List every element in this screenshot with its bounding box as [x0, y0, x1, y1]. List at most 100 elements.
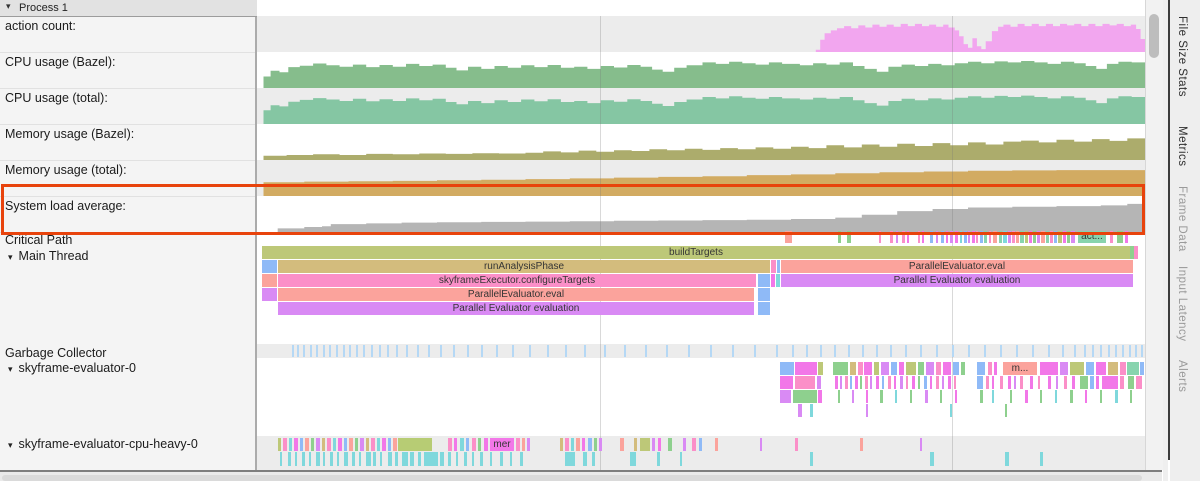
- tab-file-size-stats[interactable]: File Size Stats: [1176, 16, 1188, 97]
- evaluator0-slice[interactable]: [910, 390, 912, 403]
- main-thread-slice[interactable]: [758, 288, 770, 301]
- evaluator0-slice[interactable]: [894, 376, 896, 389]
- main-thread-slice[interactable]: [771, 260, 776, 273]
- cpu-heavy-gc-slice[interactable]: [352, 452, 355, 466]
- evaluator0-slice[interactable]: [1140, 362, 1144, 375]
- critical-path-slice[interactable]: [1058, 231, 1062, 243]
- critical-path-slice[interactable]: [847, 231, 851, 243]
- timeline-chart-area[interactable]: act... buildTargets runAnalysisPhase Parall…: [257, 0, 1145, 470]
- evaluator0-slice[interactable]: [940, 390, 942, 403]
- critical-path-slice[interactable]: [1067, 231, 1070, 243]
- critical-path-slice[interactable]: [1029, 231, 1032, 243]
- garbage-collector-slice[interactable]: [1100, 345, 1102, 357]
- cpu-heavy-slice[interactable]: [692, 438, 696, 451]
- cpu-heavy-slice[interactable]: [294, 438, 298, 451]
- garbage-collector-slice[interactable]: [297, 345, 299, 357]
- garbage-collector-slice[interactable]: [666, 345, 668, 357]
- evaluator0-slice[interactable]: [845, 376, 848, 389]
- cpu-heavy-slice[interactable]: [565, 438, 569, 451]
- evaluator0-slice[interactable]: [1108, 362, 1118, 375]
- main-thread-labeled-slice[interactable]: Parallel Evaluator evaluation: [278, 302, 754, 315]
- main-thread-labeled-slice[interactable]: ParallelEvaluator.eval: [781, 260, 1133, 273]
- garbage-collector-slice[interactable]: [936, 345, 938, 357]
- cpu-heavy-gc-slice[interactable]: [366, 452, 371, 466]
- garbage-collector-slice[interactable]: [529, 345, 531, 357]
- cpu-heavy-slice[interactable]: [652, 438, 655, 451]
- evaluator0-slice[interactable]: [1090, 376, 1094, 389]
- evaluator0-slice[interactable]: [860, 376, 862, 389]
- garbage-collector-slice[interactable]: [396, 345, 398, 357]
- horizontal-scrollbar-thumb[interactable]: [2, 475, 1142, 481]
- garbage-collector-slice[interactable]: [688, 345, 690, 357]
- cpu-heavy-gc-slice[interactable]: [302, 452, 305, 466]
- garbage-collector-slice[interactable]: [1084, 345, 1086, 357]
- garbage-collector-slice[interactable]: [920, 345, 922, 357]
- garbage-collector-slice[interactable]: [356, 345, 358, 357]
- garbage-collector-slice[interactable]: [1129, 345, 1131, 357]
- garbage-collector-slice[interactable]: [1122, 345, 1124, 357]
- critical-path-slice[interactable]: [1125, 231, 1128, 243]
- cpu-heavy-slice[interactable]: [344, 438, 347, 451]
- evaluator0-slice[interactable]: [906, 362, 916, 375]
- cpu-heavy-gc-slice[interactable]: [448, 452, 451, 466]
- evaluator0-slice[interactable]: [840, 376, 842, 389]
- cpu-heavy-slice[interactable]: [278, 438, 281, 451]
- cpu-heavy-gc-slice[interactable]: [680, 452, 682, 466]
- critical-path-slice[interactable]: [785, 231, 792, 243]
- garbage-collector-slice[interactable]: [968, 345, 970, 357]
- cpu-heavy-gc-slice[interactable]: [288, 452, 291, 466]
- cpu-heavy-slice[interactable]: [560, 438, 563, 451]
- cpu-heavy-slice[interactable]: [620, 438, 624, 451]
- cpu-heavy-slice[interactable]: [576, 438, 580, 451]
- critical-path-slice[interactable]: [902, 231, 905, 243]
- evaluator0-slice[interactable]: [1008, 376, 1011, 389]
- main-thread-slice[interactable]: [1134, 246, 1138, 259]
- evaluator0-slice[interactable]: [793, 390, 817, 403]
- evaluator0-slice[interactable]: [961, 362, 965, 375]
- critical-path-slice[interactable]: [907, 231, 909, 243]
- garbage-collector-slice[interactable]: [349, 345, 351, 357]
- cpu-heavy-gc-slice[interactable]: [592, 452, 595, 466]
- cpu-heavy-slice[interactable]: [634, 438, 637, 451]
- garbage-collector-slice[interactable]: [292, 345, 294, 357]
- evaluator0-slice[interactable]: [918, 376, 920, 389]
- garbage-collector-slice[interactable]: [323, 345, 325, 357]
- critical-path-slice[interactable]: [960, 231, 962, 243]
- cpu-heavy-slice[interactable]: [305, 438, 309, 451]
- cpu-heavy-gc-slice[interactable]: [630, 452, 636, 466]
- evaluator0-slice[interactable]: [1070, 362, 1084, 375]
- evaluator0-slice[interactable]: [1000, 376, 1003, 389]
- main-thread-slice[interactable]: [262, 274, 277, 287]
- cpu-heavy-gc-slice[interactable]: [1040, 452, 1043, 466]
- critical-path-slice[interactable]: [946, 231, 948, 243]
- cpu-heavy-gc-slice[interactable]: [418, 452, 421, 466]
- cpu-heavy-slice[interactable]: [398, 438, 432, 451]
- evaluator0-slice[interactable]: [810, 404, 813, 417]
- critical-path-slice[interactable]: [1033, 231, 1036, 243]
- evaluator0-slice[interactable]: [992, 376, 994, 389]
- evaluator0-slice[interactable]: [866, 404, 868, 417]
- critical-path-slice[interactable]: [1050, 231, 1053, 243]
- critical-path-slice[interactable]: [972, 231, 975, 243]
- evaluator0-slice[interactable]: [1030, 376, 1033, 389]
- garbage-collector-slice[interactable]: [792, 345, 794, 357]
- tab-frame-data[interactable]: Frame Data: [1176, 186, 1188, 252]
- critical-path-slice[interactable]: [918, 231, 920, 243]
- evaluator0-labeled-slice[interactable]: m...: [1003, 362, 1037, 375]
- evaluator0-slice[interactable]: [870, 376, 872, 389]
- collapse-triangle-icon[interactable]: ▾: [6, 1, 11, 11]
- cpu-heavy-slice[interactable]: [377, 438, 380, 451]
- evaluator0-slice[interactable]: [818, 390, 822, 403]
- garbage-collector-slice[interactable]: [1000, 345, 1002, 357]
- cpu-heavy-gc-slice[interactable]: [402, 452, 408, 466]
- evaluator0-slice[interactable]: [1096, 376, 1099, 389]
- garbage-collector-slice[interactable]: [512, 345, 514, 357]
- garbage-collector-slice[interactable]: [834, 345, 836, 357]
- garbage-collector-slice[interactable]: [1032, 345, 1034, 357]
- metric-chart-memory-usage-total[interactable]: [257, 160, 1145, 196]
- garbage-collector-slice[interactable]: [905, 345, 907, 357]
- garbage-collector-slice[interactable]: [329, 345, 331, 357]
- cpu-heavy-slice[interactable]: [327, 438, 331, 451]
- evaluator0-slice[interactable]: [988, 362, 992, 375]
- evaluator0-slice[interactable]: [899, 362, 904, 375]
